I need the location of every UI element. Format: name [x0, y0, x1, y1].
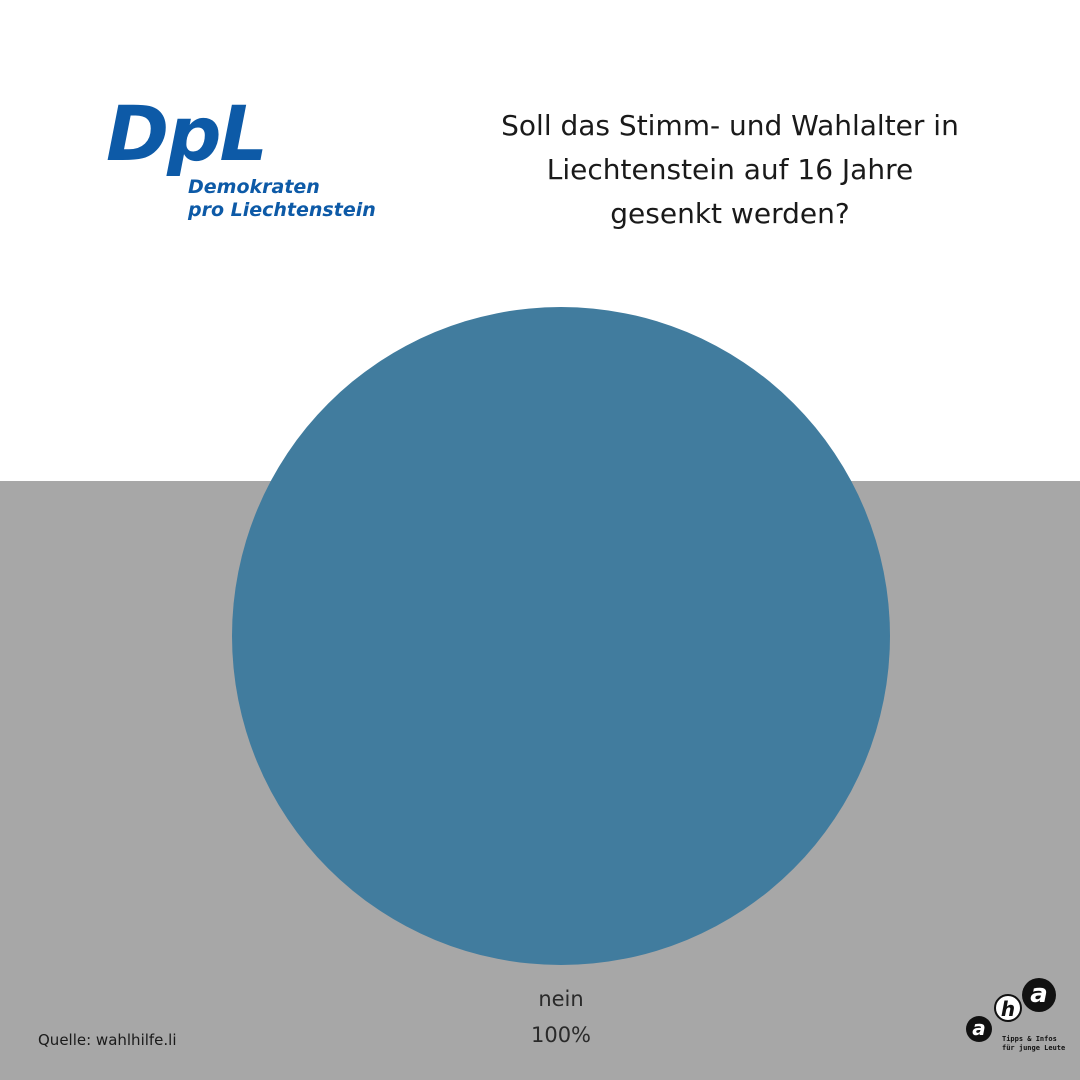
dpl-logo-line-1: Demokraten: [188, 176, 320, 198]
aha-logo-letter-a-2: a: [1022, 978, 1056, 1012]
aha-logo-tagline-1: Tipps & Infos: [1002, 1035, 1057, 1043]
source-note: Quelle: wahlhilfe.li: [38, 1031, 177, 1049]
question-line-2: Liechtenstein auf 16 Jahre: [546, 153, 914, 186]
slice-label-nein: nein: [538, 987, 584, 1011]
question-line-3: gesenkt werden?: [610, 197, 850, 230]
slice-percent-nein: 100%: [530, 1023, 592, 1047]
aha-logo-letter-a: a: [966, 1016, 992, 1042]
aha-logo-tagline-2: für junge Leute: [1002, 1044, 1066, 1052]
dpl-logo-letters: DpL: [106, 89, 268, 178]
aha-logo: a h a Tipps & Infos für junge Leute: [964, 976, 1066, 1056]
dpl-logo: DpL Demokraten pro Liechtenstein: [104, 96, 376, 232]
question-line-1: Soll das Stimm- und Wahlalter in: [501, 109, 959, 142]
aha-logo-letter-h: h: [994, 994, 1022, 1022]
dpl-logo-line-2: pro Liechtenstein: [188, 199, 376, 221]
question-text: Soll das Stimm- und Wahlalter in Liechte…: [440, 104, 1020, 236]
pie-slice-nein: [232, 307, 890, 965]
